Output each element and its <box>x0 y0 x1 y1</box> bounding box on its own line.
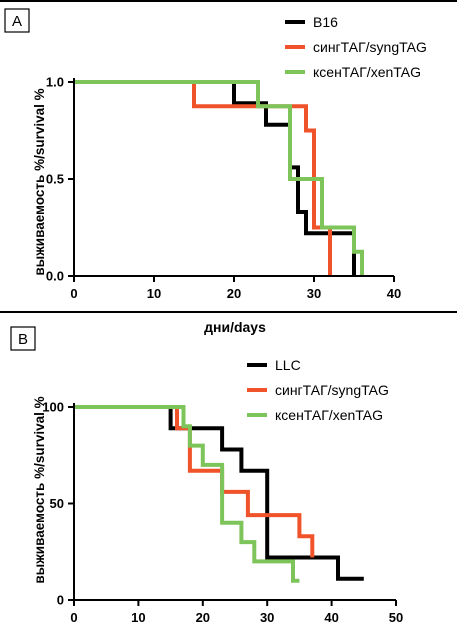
axes-b: 0 10 20 30 40 50 0 50 100 <box>42 400 403 626</box>
legend-label-1: B16 <box>313 14 338 30</box>
y-tick-label: 100 <box>42 400 64 415</box>
x-tick-label: 20 <box>196 610 210 625</box>
axes-a: 0 10 20 30 40 0.0 0.5 1.0 <box>46 75 401 302</box>
x-tick-label: 10 <box>147 286 161 301</box>
panel-label-box-b <box>10 326 36 351</box>
y-axis-label-b: выживаемость %/survival % <box>32 396 47 583</box>
series-line-1 <box>74 405 364 581</box>
series-line-3 <box>74 405 300 583</box>
series-layer-a <box>74 80 364 276</box>
chart-panel-a: A выживаемость %/survival % дни/days 0 10… <box>4 8 427 335</box>
x-tick-label: 0 <box>70 610 77 625</box>
x-tick-label: 10 <box>131 610 145 625</box>
y-tick-label: 0 <box>57 593 64 608</box>
chart-panel-b: B выживаемость %/survival % 0 10 20 30 40 500… <box>10 326 403 626</box>
series-layer-b <box>74 405 364 583</box>
y-tick-label: 50 <box>50 496 64 511</box>
panel-label-box-a <box>4 8 30 33</box>
legend-a: B16 сингТАГ/syngTAG ксенТАГ/xenTAG <box>285 14 427 80</box>
legend-b: LLC сингТАГ/syngTAG ксенТАГ/xenTAG <box>247 357 389 423</box>
legend-label-3: ксенТАГ/xenTAG <box>313 64 421 80</box>
x-tick-label: 30 <box>307 286 321 301</box>
legend-label-3: ксенТАГ/xenTAG <box>275 407 383 423</box>
panel-label-a: A <box>12 13 22 30</box>
x-tick-label: 40 <box>324 610 338 625</box>
legend-label-2: сингТАГ/syngTAG <box>313 39 427 55</box>
y-tick-label: 0.5 <box>46 172 64 187</box>
x-tick-label: 30 <box>260 610 274 625</box>
y-tick-label: 1.0 <box>46 75 64 90</box>
x-tick-label: 50 <box>389 610 403 625</box>
y-axis-label-a: выживаемость %/survival % <box>32 88 47 275</box>
x-tick-label: 40 <box>387 286 401 301</box>
y-tick-label: 0.0 <box>46 269 64 284</box>
x-tick-label: 0 <box>70 286 77 301</box>
series-line-3 <box>74 80 364 276</box>
legend-label-1: LLC <box>275 357 301 373</box>
panel-label-b: B <box>18 331 28 348</box>
x-axis-label-a: дни/days <box>204 319 266 335</box>
x-tick-label: 20 <box>227 286 241 301</box>
legend-label-2: сингТАГ/syngTAG <box>275 382 389 398</box>
